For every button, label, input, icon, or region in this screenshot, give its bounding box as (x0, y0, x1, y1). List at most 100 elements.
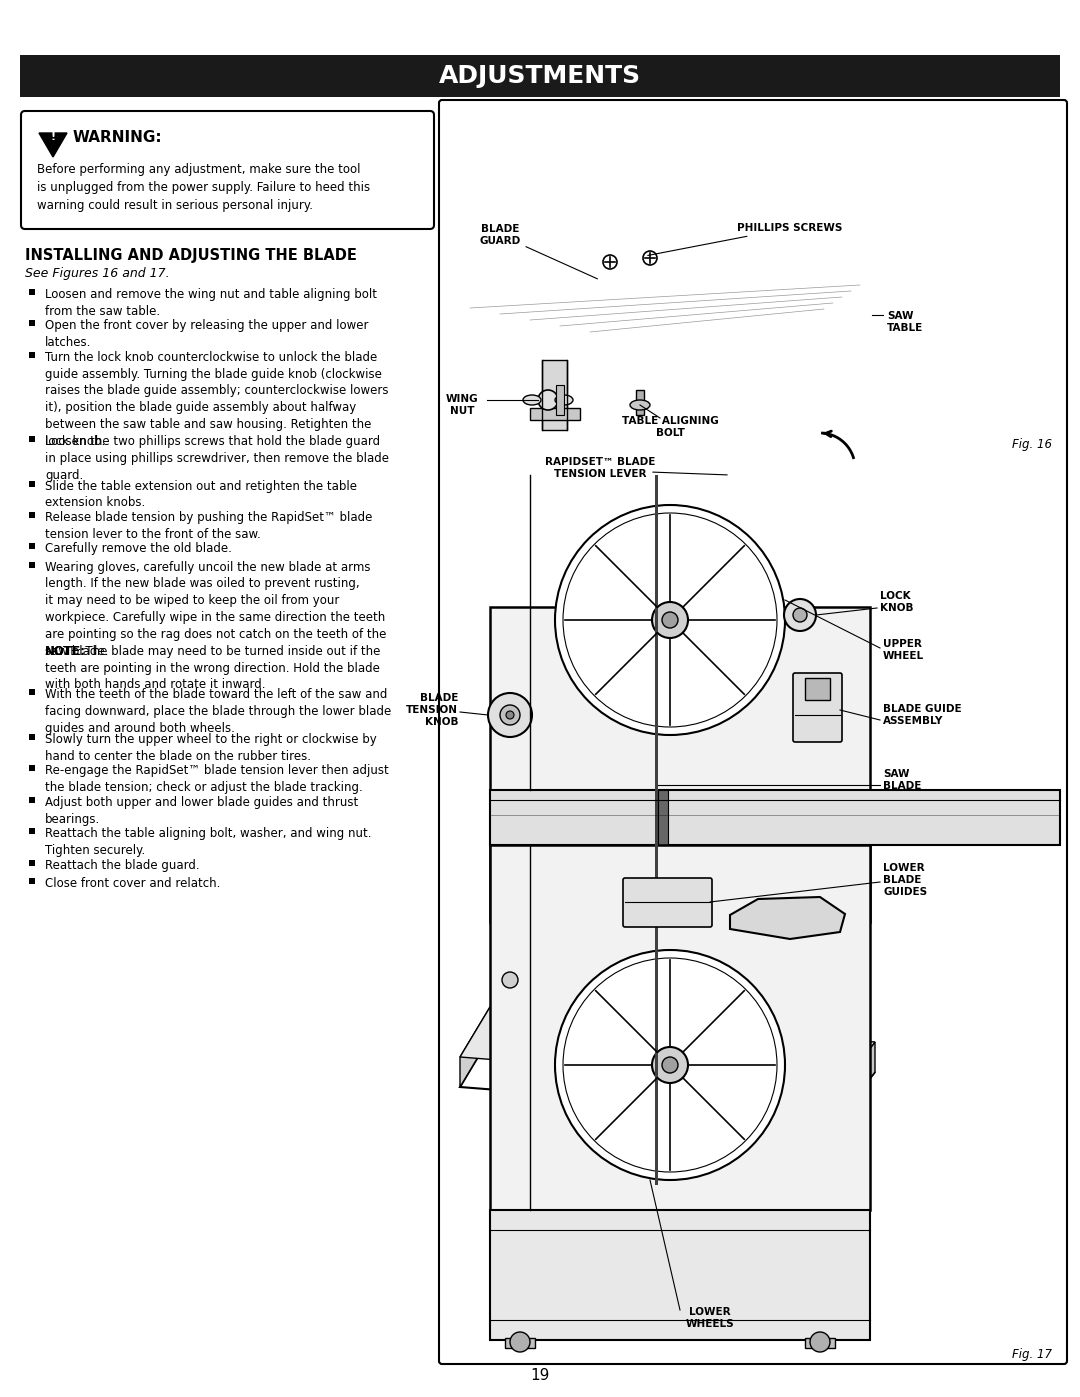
Text: Slowly turn the upper wheel to the right or clockwise by
hand to center the blad: Slowly turn the upper wheel to the right… (45, 733, 377, 763)
Bar (556, 386, 564, 415)
Text: RAPIDSET™ BLADE
TENSION LEVER: RAPIDSET™ BLADE TENSION LEVER (544, 457, 656, 479)
Polygon shape (555, 1083, 685, 1141)
Circle shape (538, 390, 558, 409)
Bar (805, 678, 831, 700)
Circle shape (662, 612, 678, 629)
Polygon shape (460, 1037, 875, 1118)
Bar (636, 390, 644, 415)
Polygon shape (840, 1042, 875, 1118)
Text: Before performing any adjustment, make sure the tool
is unplugged from the power: Before performing any adjustment, make s… (37, 163, 370, 212)
Bar (29, 562, 35, 567)
Bar (490, 789, 1059, 845)
Text: Wearing gloves, carefully uncoil the new blade at arms
length. If the new blade : Wearing gloves, carefully uncoil the new… (45, 560, 387, 658)
FancyBboxPatch shape (623, 877, 712, 928)
Bar (29, 859, 35, 866)
FancyBboxPatch shape (21, 110, 434, 229)
Bar (542, 360, 567, 430)
Text: Fig. 16: Fig. 16 (1012, 439, 1052, 451)
Text: WING
NUT: WING NUT (446, 394, 478, 416)
Circle shape (784, 599, 816, 631)
Bar (29, 689, 35, 696)
Ellipse shape (523, 395, 541, 405)
Bar (490, 1210, 870, 1340)
Bar (29, 352, 35, 358)
Circle shape (500, 705, 519, 725)
Polygon shape (39, 133, 67, 156)
Text: Reattach the blade guard.: Reattach the blade guard. (45, 859, 200, 872)
Bar (29, 828, 35, 834)
Text: Re-engage the RapidSet™ blade tension lever then adjust
the blade tension; check: Re-engage the RapidSet™ blade tension le… (45, 764, 389, 795)
Text: NOTE:: NOTE: (45, 645, 86, 658)
Bar (29, 543, 35, 549)
Text: INSTALLING AND ADJUSTING THE BLADE: INSTALLING AND ADJUSTING THE BLADE (25, 249, 356, 263)
Text: PHILLIPS SCREWS: PHILLIPS SCREWS (648, 224, 842, 256)
Text: TABLE ALIGNING
BOLT: TABLE ALIGNING BOLT (622, 416, 718, 437)
Text: 19: 19 (530, 1368, 550, 1383)
Circle shape (603, 256, 617, 270)
Polygon shape (460, 1007, 490, 1087)
Text: WARNING:: WARNING: (73, 130, 163, 144)
Polygon shape (625, 1051, 640, 1113)
Bar (29, 796, 35, 803)
Text: LOWER
BLADE
GUIDES: LOWER BLADE GUIDES (883, 863, 927, 897)
Text: Carefully remove the old blade.: Carefully remove the old blade. (45, 542, 232, 556)
Polygon shape (730, 897, 845, 939)
Bar (654, 475, 658, 1185)
Text: Slide the table extension out and retighten the table
extension knobs.: Slide the table extension out and retigh… (45, 479, 357, 510)
Bar (29, 766, 35, 771)
Bar (490, 845, 870, 1210)
Circle shape (652, 602, 688, 638)
Text: Loosen and remove the wing nut and table aligning bolt
from the saw table.: Loosen and remove the wing nut and table… (45, 288, 377, 317)
Bar (29, 877, 35, 884)
Circle shape (510, 1331, 530, 1352)
Circle shape (643, 251, 657, 265)
Bar (29, 436, 35, 441)
Text: LOWER
WHEELS: LOWER WHEELS (686, 1308, 734, 1329)
Text: Fig. 17: Fig. 17 (1012, 1348, 1052, 1361)
Text: BLADE
GUARD: BLADE GUARD (480, 224, 597, 279)
Bar (21, 54, 1059, 96)
Circle shape (793, 608, 807, 622)
Text: BLADE
TENSION
KNOB: BLADE TENSION KNOB (406, 693, 458, 726)
Text: Loosen the two phillips screws that hold the blade guard
in place using phillips: Loosen the two phillips screws that hold… (45, 434, 389, 482)
Circle shape (555, 504, 785, 735)
Text: Release blade tension by pushing the RapidSet™ blade
tension lever to the front : Release blade tension by pushing the Rap… (45, 511, 373, 541)
FancyBboxPatch shape (793, 673, 842, 742)
Bar (805, 1338, 835, 1348)
Circle shape (652, 1046, 688, 1083)
Text: Adjust both upper and lower blade guides and thrust
bearings.: Adjust both upper and lower blade guides… (45, 796, 359, 826)
Text: Open the front cover by releasing the upper and lower
latches.: Open the front cover by releasing the up… (45, 320, 368, 349)
Text: ADJUSTMENTS: ADJUSTMENTS (438, 64, 642, 88)
Text: Turn the lock knob counterclockwise to unlock the blade
guide assembly. Turning : Turn the lock knob counterclockwise to u… (45, 351, 389, 448)
Text: SAW
TABLE: SAW TABLE (887, 312, 923, 332)
Bar (530, 408, 580, 420)
Circle shape (810, 1331, 831, 1352)
Ellipse shape (555, 395, 573, 405)
Text: LOCK
KNOB: LOCK KNOB (880, 591, 914, 613)
Circle shape (662, 1058, 678, 1073)
Ellipse shape (630, 400, 650, 409)
Text: Reattach the table aligning bolt, washer, and wing nut.
Tighten securely.: Reattach the table aligning bolt, washer… (45, 827, 372, 856)
Text: !: ! (51, 131, 55, 142)
Polygon shape (490, 608, 870, 922)
Bar (505, 1338, 535, 1348)
Circle shape (507, 711, 514, 719)
Bar (29, 289, 35, 295)
Text: Close front cover and relatch.: Close front cover and relatch. (45, 877, 220, 890)
Bar (29, 481, 35, 486)
Text: NOTE: The blade may need to be turned inside out if the
teeth are pointing in th: NOTE: The blade may need to be turned in… (45, 645, 380, 692)
Bar (658, 789, 669, 845)
Text: With the teeth of the blade toward the left of the saw and
facing downward, plac: With the teeth of the blade toward the l… (45, 689, 391, 735)
FancyBboxPatch shape (438, 101, 1067, 1363)
Circle shape (488, 693, 532, 738)
Bar (29, 733, 35, 740)
Text: See Figures 16 and 17.: See Figures 16 and 17. (25, 267, 170, 279)
Polygon shape (460, 1007, 875, 1087)
Text: UPPER
WHEEL: UPPER WHEEL (883, 640, 924, 661)
Text: BLADE GUIDE
ASSEMBLY: BLADE GUIDE ASSEMBLY (883, 704, 961, 726)
Circle shape (555, 950, 785, 1180)
Text: SAW
BLADE: SAW BLADE (883, 770, 921, 791)
Bar (29, 511, 35, 518)
Bar (29, 320, 35, 327)
Circle shape (502, 972, 518, 988)
